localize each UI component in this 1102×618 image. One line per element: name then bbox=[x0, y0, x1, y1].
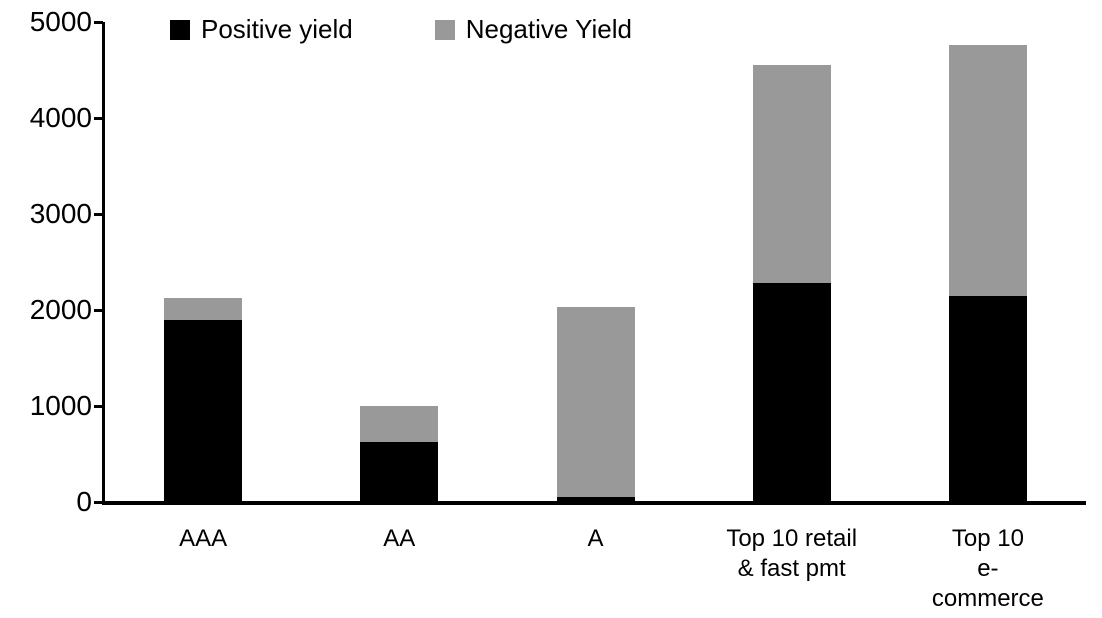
plot-area bbox=[94, 21, 1086, 505]
x-category-label: Top 10 e-commerce bbox=[931, 525, 1044, 612]
bar-negative-segment bbox=[752, 65, 831, 284]
legend: Positive yield Negative Yield bbox=[170, 14, 632, 45]
bar-negative-segment bbox=[556, 307, 635, 498]
bar-aa bbox=[360, 406, 439, 502]
x-category-label: A bbox=[587, 525, 604, 552]
bar-top-10 bbox=[948, 45, 1027, 502]
y-tick-label: 0 bbox=[76, 486, 92, 517]
bar-positive-segment bbox=[556, 497, 635, 502]
legend-item-negative-yield: Negative Yield bbox=[434, 14, 632, 45]
legend-label-positive-yield: Positive yield bbox=[201, 14, 353, 44]
bar-positive-segment bbox=[360, 442, 439, 502]
bar-positive-segment bbox=[948, 295, 1027, 502]
y-tick-label: 4000 bbox=[29, 102, 92, 133]
y-tick-mark bbox=[94, 309, 103, 312]
y-tick-mark bbox=[94, 21, 103, 24]
y-tick-mark bbox=[94, 117, 103, 120]
positive-yield-swatch-icon bbox=[170, 19, 190, 40]
bar-positive-segment bbox=[752, 283, 831, 502]
y-tick-label: 2000 bbox=[29, 294, 92, 325]
bar-negative-segment bbox=[360, 406, 439, 443]
bar-positive-segment bbox=[164, 319, 243, 502]
negative-yield-swatch-icon bbox=[434, 19, 455, 40]
bar-negative-segment bbox=[948, 45, 1027, 296]
bar-top-10-retail bbox=[752, 65, 831, 502]
y-tick-mark bbox=[94, 213, 103, 216]
bar-negative-segment bbox=[164, 297, 243, 320]
x-category-label: Top 10 retail & fast pmt bbox=[726, 525, 858, 582]
legend-label-negative-yield: Negative Yield bbox=[465, 14, 632, 44]
y-tick-label: 3000 bbox=[29, 198, 92, 229]
y-tick-label: 5000 bbox=[29, 6, 92, 37]
x-category-label: AA bbox=[383, 525, 416, 552]
y-tick-mark bbox=[94, 405, 103, 408]
y-tick-mark bbox=[94, 501, 103, 504]
bar-aaa bbox=[164, 297, 243, 502]
x-axis-line bbox=[102, 501, 1086, 505]
bar-a bbox=[556, 307, 635, 502]
legend-item-positive-yield: Positive yield bbox=[170, 14, 353, 45]
y-axis-line bbox=[102, 22, 105, 504]
x-category-label: AAA bbox=[179, 525, 228, 552]
y-tick-label: 1000 bbox=[29, 390, 92, 421]
